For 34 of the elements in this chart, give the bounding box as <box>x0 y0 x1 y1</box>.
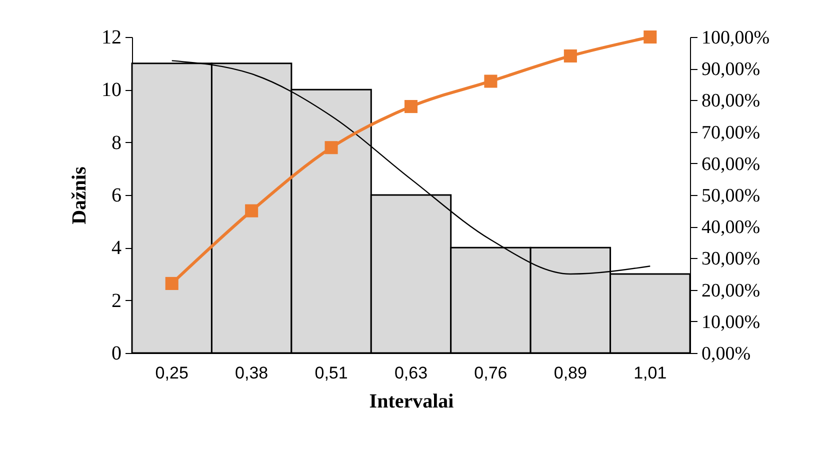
y2-tick-label: 90,00% <box>702 59 760 80</box>
point <box>324 141 338 154</box>
point <box>404 100 418 114</box>
y2-tick-label: 50,00% <box>702 186 760 206</box>
x-tick-label: 1,01 <box>634 364 667 382</box>
point <box>484 74 498 88</box>
x-axis-title: Intervalai <box>369 390 454 412</box>
y2-tick-label: 40,00% <box>702 217 760 238</box>
y-tick-label: 4 <box>112 237 122 260</box>
x-tick-label: 0,63 <box>394 364 428 382</box>
point <box>165 276 178 290</box>
y2-tick-label: 70,00% <box>702 122 760 144</box>
x-tick-label: 0,25 <box>155 364 188 382</box>
x-tick-label: 0,89 <box>554 364 587 382</box>
y-tick-label: 8 <box>112 132 122 154</box>
y2-tick-label: 20,00% <box>702 280 760 302</box>
y-tick-label: 0 <box>112 342 122 364</box>
y2-tick-label: 60,00% <box>702 154 760 175</box>
y2-tick-label: 100,00% <box>702 28 770 48</box>
y-tick-label: 6 <box>112 184 122 206</box>
y2-tick-label: 10,00% <box>702 312 760 333</box>
y2-tick-label: 30,00% <box>702 248 760 270</box>
y-tick-label: 10 <box>102 79 122 102</box>
y-tick-label: 12 <box>102 26 122 48</box>
x-tick-label: 0,38 <box>235 364 268 382</box>
x-tick-label: 0,76 <box>474 364 508 382</box>
point <box>245 204 258 218</box>
point <box>564 49 577 62</box>
x-tick-label: 0,51 <box>314 364 348 382</box>
y2-tick-label: 80,00% <box>702 90 760 112</box>
y-tick-label: 2 <box>112 290 122 312</box>
y2-tick-label: 0,00% <box>702 344 751 364</box>
y-axis-title: Dažnis <box>68 166 90 224</box>
point <box>644 30 657 44</box>
